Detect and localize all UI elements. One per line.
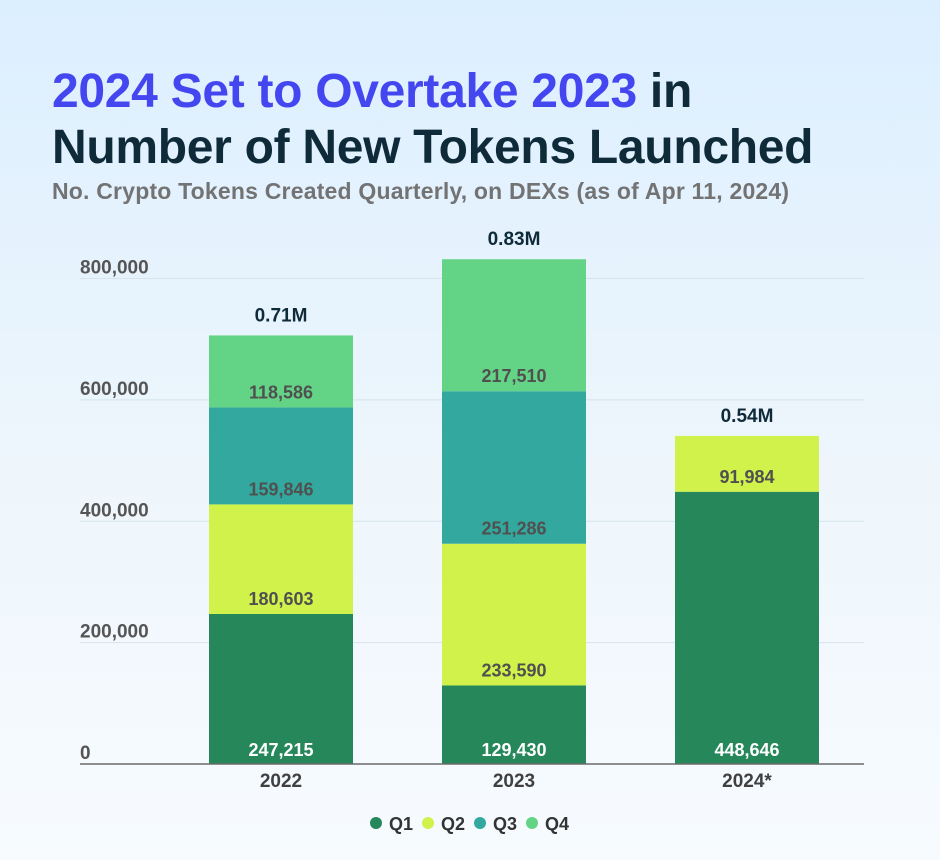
chart-subtitle: No. Crypto Tokens Created Quarterly, on …: [52, 178, 790, 204]
y-tick-label: 800,000: [80, 258, 149, 279]
data-label: 129,430: [481, 740, 546, 760]
legend-label-q2: Q2: [441, 814, 465, 834]
legend-label-q3: Q3: [493, 814, 517, 834]
bar-segment-q2: [209, 504, 353, 614]
legend-marker-q4: [526, 817, 538, 829]
data-label: 159,846: [248, 479, 313, 499]
data-label: 448,646: [714, 740, 779, 760]
data-label: 118,586: [249, 382, 313, 402]
data-label: 251,286: [481, 519, 546, 539]
y-tick-label: 600,000: [80, 379, 149, 400]
bar-segment-q4: [442, 259, 586, 392]
total-label: 0.54M: [721, 406, 774, 427]
total-label: 0.83M: [488, 229, 541, 250]
y-tick-label: 400,000: [80, 500, 149, 521]
title-rest: in: [636, 65, 692, 118]
bar-segment-q4: [209, 335, 353, 408]
x-tick-label: 2022: [260, 771, 302, 792]
bar-segment-q3: [209, 407, 353, 505]
legend-label-q1: Q1: [389, 814, 413, 834]
data-label: 247,215: [248, 740, 313, 760]
chart-title: 2024 Set to Overtake 2023 in Number of N…: [52, 64, 813, 176]
data-label: 217,510: [481, 366, 546, 386]
data-label: 180,603: [248, 589, 313, 609]
bar-segment-q1: [675, 491, 819, 764]
data-label: 233,590: [481, 660, 546, 680]
title-accent: 2024 Set to Overtake 2023: [52, 65, 637, 118]
bar-segment-q2: [675, 435, 819, 492]
legend-marker-q3: [474, 817, 486, 829]
legend-marker-q2: [422, 817, 434, 829]
x-tick-label: 2023: [493, 771, 535, 792]
title-line-2: Number of New Tokens Launched: [52, 121, 814, 174]
legend-label-q4: Q4: [545, 814, 569, 834]
y-tick-label: 0: [80, 743, 91, 764]
bar-segment-q3: [442, 391, 586, 544]
bar-segment-q1: [209, 613, 353, 764]
legend-marker-q1: [370, 817, 382, 829]
data-label: 91,984: [719, 467, 774, 487]
bar-segment-q1: [442, 685, 586, 764]
bar-segment-q2: [442, 543, 586, 686]
y-tick-label: 200,000: [80, 622, 149, 643]
x-tick-label: 2024*: [722, 771, 772, 792]
total-label: 0.71M: [255, 305, 308, 326]
